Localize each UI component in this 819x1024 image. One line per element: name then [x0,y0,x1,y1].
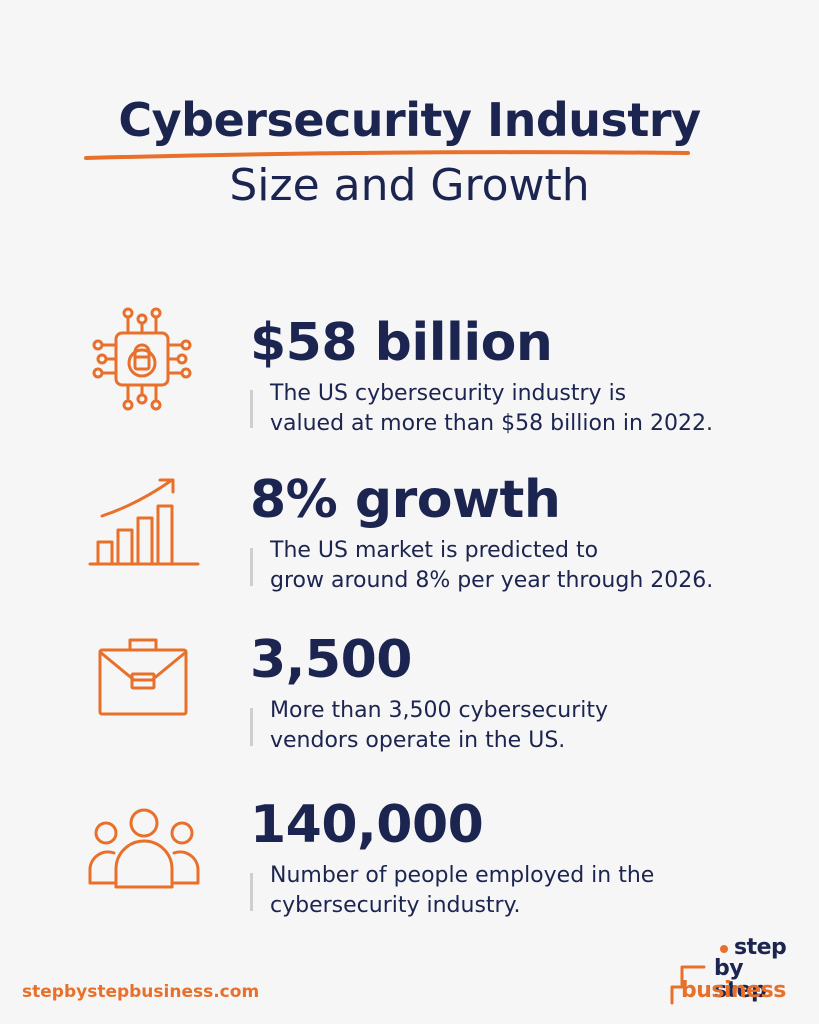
briefcase-icon [98,638,188,716]
stat-description: Number of people employed in the cyberse… [270,861,800,921]
stat-divider [250,873,253,911]
footer-url-link[interactable]: stepbystepbusiness.com [22,982,260,1002]
logo-steps-icon [670,965,706,1005]
stat-value: 140,000 [250,795,484,855]
growth-chart-icon [88,478,200,566]
page-title: Cybersecurity Industry [118,93,701,147]
stat-description-line: valued at more than $58 billion in 2022. [270,411,713,436]
stat-description-line: cybersecurity industry. [270,893,521,918]
stat-description-line: The US cybersecurity industry is [270,381,627,406]
stat-description: The US cybersecurity industry is valued … [270,379,800,439]
stat-description-line: More than 3,500 cybersecurity [270,698,608,723]
stat-value: 3,500 [250,630,412,690]
network-lock-icon [92,307,192,411]
stat-value: 8% growth [250,470,561,530]
stat-description-line: vendors operate in the US. [270,728,566,753]
stat-description: The US market is predicted to grow aroun… [270,536,800,596]
header: Cybersecurity Industry Size and Growth [0,92,819,214]
logo-dot [720,945,728,953]
stat-description-line: The US market is predicted to [270,538,599,563]
stat-description-line: grow around 8% per year through 2026. [270,568,714,593]
stat-divider [250,548,253,586]
stat-divider [250,708,253,746]
stat-description-line: Number of people employed in the [270,863,655,888]
people-group-icon [88,808,200,889]
logo-text-step: step [734,935,787,960]
page-subtitle: Size and Growth [229,160,590,211]
stat-divider [250,390,253,428]
title-underline [84,150,690,160]
stat-value: $58 billion [250,313,553,373]
brand-logo[interactable]: step by step business [664,935,794,1005]
logo-text-business: business [681,978,786,1003]
logo-text-by-step: by step [714,956,767,1003]
stat-description: More than 3,500 cybersecurity vendors op… [270,696,800,756]
